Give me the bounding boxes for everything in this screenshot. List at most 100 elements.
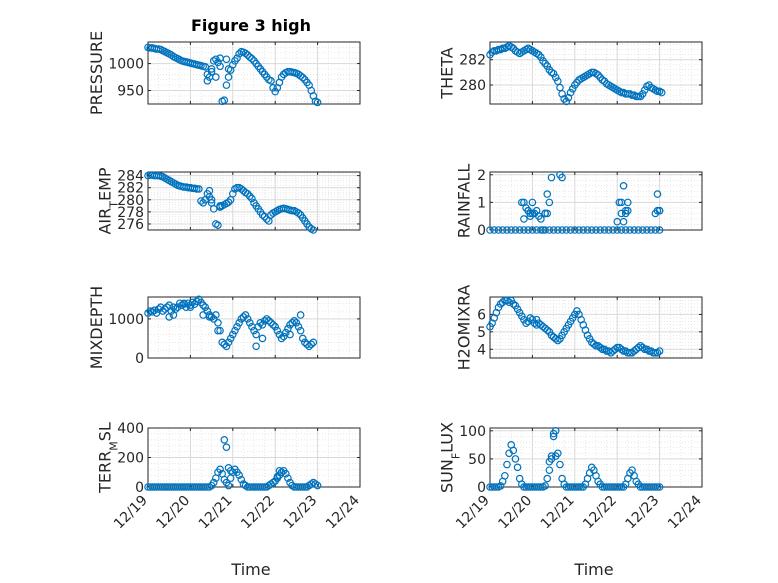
data-point — [609, 226, 617, 234]
data-point — [592, 226, 600, 234]
data-point — [630, 226, 638, 234]
data-point — [296, 326, 305, 335]
data-point — [169, 303, 178, 311]
data-point — [655, 483, 664, 491]
data-point — [188, 298, 197, 307]
data-point — [214, 319, 222, 327]
y-tick-label: 50 — [468, 452, 486, 468]
data-point — [600, 226, 609, 234]
data-point — [180, 299, 188, 308]
data-point — [505, 298, 513, 307]
data-point — [551, 335, 560, 343]
data-point — [613, 226, 622, 234]
data-point — [592, 341, 600, 350]
data-point — [551, 452, 560, 460]
data-point — [653, 190, 662, 198]
data-point — [262, 315, 271, 323]
data-point — [653, 87, 662, 96]
y-axis-label: PRESSURE — [87, 31, 106, 115]
data-point — [543, 326, 552, 334]
axes-box — [147, 171, 361, 231]
data-point — [209, 478, 218, 487]
data-point — [541, 209, 549, 218]
data-point — [587, 226, 596, 234]
data-point — [537, 483, 545, 491]
data-point — [643, 226, 651, 234]
data-point — [233, 54, 241, 62]
data-point — [520, 226, 528, 234]
data-point — [290, 317, 299, 325]
data-point — [301, 483, 309, 491]
data-point — [626, 226, 634, 234]
data-point — [617, 226, 626, 234]
y-tick-label: 280 — [459, 78, 486, 94]
data-point — [294, 209, 303, 217]
data-point — [209, 57, 218, 65]
data-point — [226, 466, 235, 475]
data-point — [222, 81, 231, 89]
data-point — [651, 348, 660, 357]
y-tick-label: 400 — [117, 421, 144, 437]
y-tick-label: 284 — [117, 169, 144, 185]
data-point — [643, 345, 651, 354]
data-point — [619, 182, 628, 190]
data-point — [549, 333, 558, 341]
data-point — [486, 226, 494, 234]
data-point — [511, 226, 520, 234]
data-point — [224, 481, 233, 490]
data-point — [575, 483, 583, 491]
y-axis-label: H2OMIXRA — [455, 285, 474, 371]
data-point — [201, 303, 210, 311]
data-point — [507, 226, 516, 234]
data-point — [558, 173, 566, 182]
data-point — [309, 226, 318, 234]
y-axis-label: THETA — [438, 47, 457, 99]
data-point — [288, 206, 296, 215]
data-point — [269, 320, 277, 329]
data-point — [197, 197, 205, 205]
data-point — [615, 483, 624, 491]
data-point — [509, 300, 518, 308]
y-tick-label: 282 — [459, 53, 486, 69]
data-point — [176, 299, 184, 308]
data-point — [623, 198, 632, 207]
data-point — [522, 319, 530, 327]
data-point — [207, 313, 216, 321]
data-point — [528, 198, 537, 207]
axes-box — [489, 41, 703, 105]
data-point — [528, 226, 537, 234]
data-point — [543, 209, 552, 218]
y-tick-label: 2 — [477, 168, 486, 184]
data-point — [159, 307, 167, 315]
data-point — [224, 65, 233, 73]
data-point — [615, 198, 624, 207]
data-point — [583, 226, 592, 234]
data-point — [524, 226, 532, 234]
data-point — [258, 334, 267, 343]
y-tick-label: 282 — [117, 181, 144, 197]
data-point — [517, 198, 526, 207]
data-point — [222, 55, 231, 64]
data-point — [558, 226, 566, 234]
data-point — [214, 326, 222, 335]
data-point — [520, 215, 528, 223]
data-point — [566, 88, 575, 97]
y-tick-label: 200 — [117, 451, 144, 467]
data-point — [543, 190, 552, 198]
data-point — [562, 97, 571, 106]
data-point — [556, 460, 564, 469]
data-point — [617, 209, 626, 218]
data-point — [313, 481, 322, 490]
data-point — [273, 472, 282, 481]
data-point — [543, 474, 552, 483]
data-point — [243, 315, 252, 323]
y-tick-label: 100 — [459, 424, 486, 440]
figure-title: Figure 3 high — [191, 16, 311, 35]
data-point — [248, 54, 256, 63]
data-point — [547, 173, 556, 182]
data-point — [271, 87, 280, 96]
data-point — [252, 342, 260, 351]
